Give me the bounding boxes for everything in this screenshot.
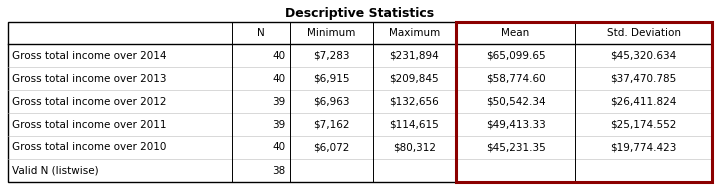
Text: $50,542.34: $50,542.34: [486, 96, 545, 107]
Bar: [456, 22, 712, 182]
Bar: [8, 22, 712, 182]
Text: $7,162: $7,162: [313, 119, 349, 130]
Text: 38: 38: [272, 165, 286, 176]
Text: Gross total income over 2013: Gross total income over 2013: [12, 73, 166, 84]
Text: Gross total income over 2014: Gross total income over 2014: [12, 50, 166, 61]
Text: Valid N (listwise): Valid N (listwise): [12, 165, 99, 176]
Text: Gross total income over 2012: Gross total income over 2012: [12, 96, 166, 107]
Text: $80,312: $80,312: [392, 142, 436, 153]
Text: $19,774.423: $19,774.423: [611, 142, 677, 153]
Text: 40: 40: [272, 50, 286, 61]
Text: $49,413.33: $49,413.33: [486, 119, 546, 130]
Text: $209,845: $209,845: [390, 73, 439, 84]
Text: 40: 40: [272, 142, 286, 153]
Text: 39: 39: [272, 96, 286, 107]
Text: Minimum: Minimum: [307, 28, 356, 38]
Text: $58,774.60: $58,774.60: [486, 73, 545, 84]
Text: $231,894: $231,894: [390, 50, 439, 61]
Text: $26,411.824: $26,411.824: [611, 96, 677, 107]
Text: Maximum: Maximum: [389, 28, 440, 38]
Text: $6,963: $6,963: [313, 96, 349, 107]
Text: Gross total income over 2010: Gross total income over 2010: [12, 142, 166, 153]
Text: Mean: Mean: [501, 28, 530, 38]
Text: Gross total income over 2011: Gross total income over 2011: [12, 119, 166, 130]
Text: $7,283: $7,283: [313, 50, 349, 61]
Text: 40: 40: [272, 73, 286, 84]
Text: $25,174.552: $25,174.552: [611, 119, 677, 130]
Text: Descriptive Statistics: Descriptive Statistics: [285, 7, 435, 20]
Text: $6,915: $6,915: [313, 73, 349, 84]
Text: $45,231.35: $45,231.35: [486, 142, 546, 153]
Text: $132,656: $132,656: [390, 96, 439, 107]
Text: $37,470.785: $37,470.785: [611, 73, 677, 84]
Text: $45,320.634: $45,320.634: [611, 50, 677, 61]
Text: $6,072: $6,072: [313, 142, 349, 153]
Text: $65,099.65: $65,099.65: [486, 50, 545, 61]
Text: Std. Deviation: Std. Deviation: [607, 28, 680, 38]
Text: N: N: [257, 28, 265, 38]
Text: $114,615: $114,615: [390, 119, 439, 130]
Text: 39: 39: [272, 119, 286, 130]
